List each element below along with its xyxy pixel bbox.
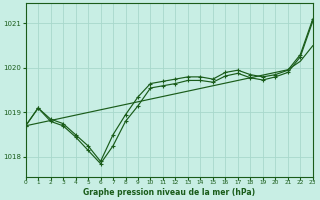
- X-axis label: Graphe pression niveau de la mer (hPa): Graphe pression niveau de la mer (hPa): [83, 188, 255, 197]
